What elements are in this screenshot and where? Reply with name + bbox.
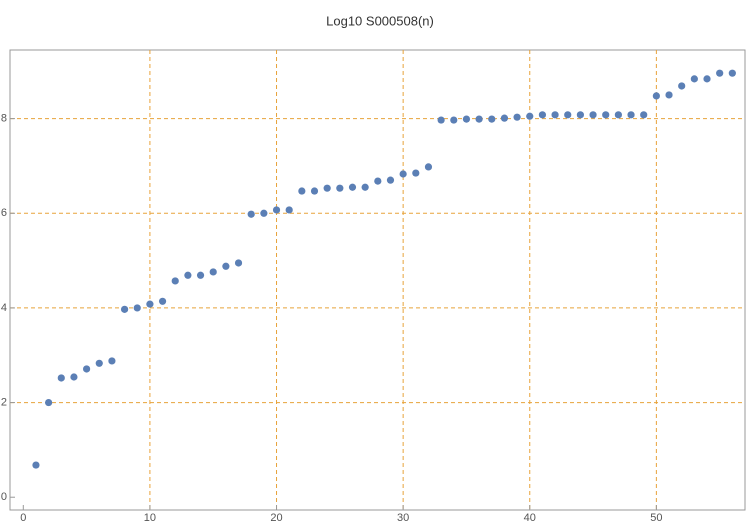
point	[196, 271, 205, 279]
point	[310, 187, 319, 195]
point	[462, 115, 471, 123]
y-tick-label: 0	[1, 491, 7, 503]
point	[589, 111, 597, 119]
point	[551, 111, 559, 119]
point	[95, 359, 103, 367]
point	[513, 113, 521, 121]
point	[285, 206, 293, 214]
point	[690, 75, 698, 83]
point	[614, 111, 622, 119]
point	[412, 169, 420, 177]
y-tick-label: 6	[1, 207, 7, 219]
point	[652, 92, 660, 100]
point	[83, 365, 91, 373]
point	[424, 163, 433, 171]
point	[386, 176, 395, 184]
point	[32, 461, 40, 469]
point	[171, 277, 179, 285]
plot-frame	[9, 49, 746, 511]
point	[538, 111, 547, 119]
point	[564, 111, 572, 119]
point	[298, 187, 306, 195]
point	[576, 111, 585, 119]
x-tick-label: 20	[270, 512, 282, 524]
point	[728, 69, 736, 77]
point	[70, 373, 78, 381]
point	[323, 184, 331, 192]
point	[475, 115, 483, 123]
point	[665, 91, 673, 99]
point	[640, 111, 648, 119]
point	[627, 111, 635, 119]
x-tick-label: 30	[397, 512, 409, 524]
point	[716, 69, 724, 77]
point	[146, 300, 154, 308]
x-tick-label: 10	[144, 512, 156, 524]
point	[678, 82, 686, 90]
point	[184, 271, 192, 279]
x-tick-label: 0	[20, 512, 26, 524]
point	[108, 357, 116, 365]
point	[45, 398, 53, 407]
point	[703, 75, 711, 83]
point	[133, 304, 141, 312]
point	[374, 177, 382, 185]
point	[158, 297, 167, 305]
point	[247, 210, 255, 218]
point	[450, 116, 458, 124]
point	[399, 170, 407, 178]
point	[120, 305, 129, 313]
x-tick-label: 40	[524, 512, 536, 524]
point	[602, 111, 610, 119]
point	[526, 112, 534, 120]
y-tick-label: 8	[1, 113, 7, 125]
chart-title: Log10 S000508(n)	[326, 13, 434, 28]
point	[500, 114, 509, 122]
point	[222, 262, 230, 270]
point	[209, 268, 217, 276]
point	[348, 183, 357, 191]
point	[437, 116, 445, 124]
point	[57, 374, 65, 382]
point	[234, 259, 243, 267]
point	[272, 206, 281, 214]
y-tick-label: 2	[1, 396, 7, 408]
point	[488, 115, 496, 123]
x-tick-label: 50	[650, 512, 662, 524]
point	[260, 209, 268, 217]
point	[336, 184, 344, 192]
point	[361, 183, 369, 191]
y-tick-label: 4	[1, 302, 7, 314]
